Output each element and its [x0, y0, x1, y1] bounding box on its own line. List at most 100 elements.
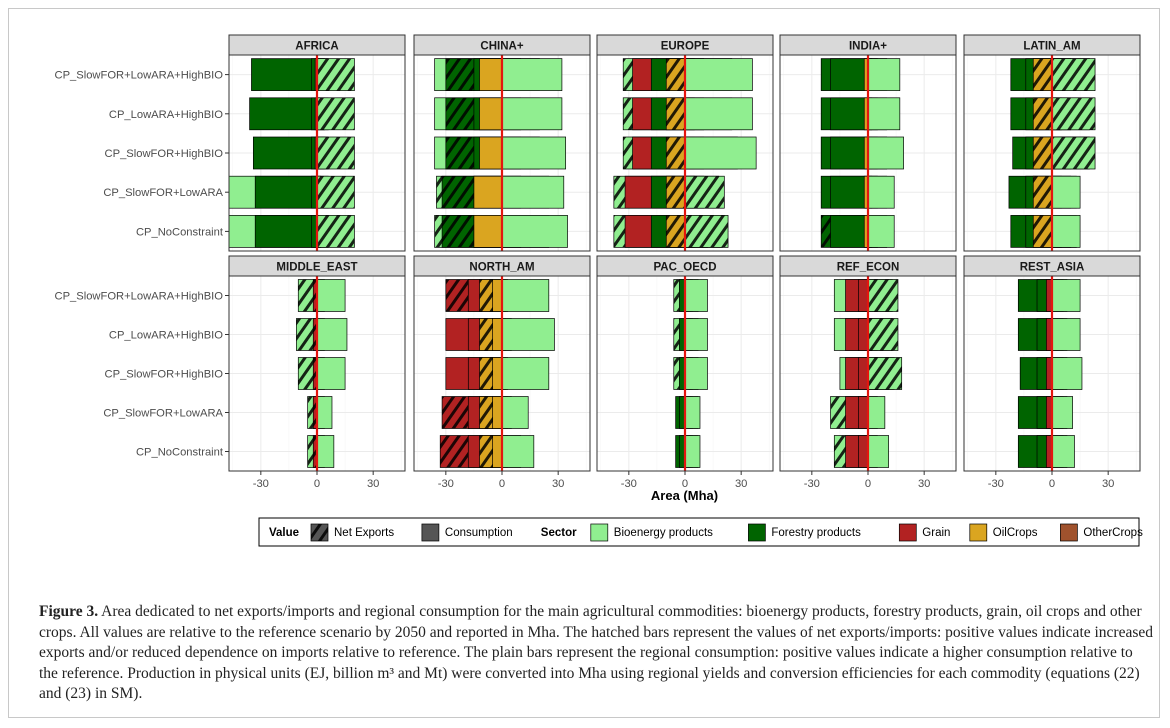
bar-segment-hatching — [1033, 215, 1052, 248]
panel-border — [596, 54, 774, 252]
x-tick-label: 0 — [865, 478, 871, 490]
figure-caption-text: Area dedicated to net exports/imports an… — [39, 603, 1154, 702]
bar-segment-bio-consumption — [501, 396, 529, 429]
bar-segment-bio-consumption — [684, 396, 701, 429]
bar-segment-hatching — [685, 176, 725, 209]
legend-key-oil — [969, 523, 988, 542]
bar-segment-bio-consumption — [1051, 175, 1081, 209]
bar-segment-oil-consumption — [473, 215, 503, 248]
bar-segment-hatching — [1052, 137, 1096, 169]
bar-segment-hatching — [317, 176, 355, 209]
panel-ref-econ: REF_ECON -30 0 30 — [779, 255, 957, 490]
bar-segment-hatching — [868, 279, 898, 312]
bar-segment-hatching — [1052, 58, 1096, 91]
bar-segment-bio-consumption — [501, 279, 550, 312]
x-tick-label: -30 — [253, 478, 269, 490]
bar-segment-oil-consumption — [479, 58, 503, 91]
bar-segment-bio-consumption — [867, 215, 895, 248]
legend-key-hatching — [311, 524, 328, 541]
bar-segment-bio-consumption — [501, 215, 568, 248]
x-tick-label: -30 — [804, 478, 820, 490]
bar-segment-bio-consumption — [684, 357, 708, 390]
bar-segment-bio-consumption — [867, 97, 901, 131]
bar-segment-bio-consumption — [867, 396, 886, 429]
x-tick-label: 30 — [735, 478, 747, 490]
bar-segment-hatching — [298, 279, 317, 312]
facet-label: EUROPE — [661, 41, 710, 53]
bar-segment-bio-consumption — [684, 318, 708, 351]
legend-label-forestry: Forestry products — [771, 527, 861, 539]
facet-label: NORTH_AM — [469, 262, 534, 274]
bar-segment-bio-consumption — [684, 97, 753, 131]
bar-segment-hatching — [666, 58, 685, 91]
bar-segment-forestry-consumption — [830, 97, 869, 131]
legend-label-net: Net Exports — [334, 527, 394, 539]
facet-label: LATIN_AM — [1023, 41, 1080, 53]
bar-segment-hatching — [307, 435, 317, 468]
x-tick-label: 0 — [1049, 478, 1055, 490]
bar-segment-hatching — [685, 215, 729, 248]
panel-border — [413, 54, 591, 252]
bar-segment-grain-consumption — [858, 435, 869, 468]
panel-north-am: NORTH_AM -30 0 30 — [413, 255, 591, 490]
bar-segment-grain-consumption — [858, 396, 869, 429]
bar-segment-bio-consumption — [501, 175, 565, 209]
bar-segment-bio-consumption — [316, 318, 348, 351]
bar-segment-hatching — [1033, 176, 1052, 209]
bar-segment-hatching — [868, 357, 902, 390]
bar-segment-hatching — [313, 279, 317, 312]
figure-label: Figure 3. — [39, 603, 99, 620]
legend-label-other: OtherCrops — [1083, 527, 1143, 539]
bar-segment-hatching — [313, 318, 317, 351]
bar-segment-hatching — [666, 215, 685, 248]
legend-key-forestry — [748, 523, 766, 542]
bar-segment-grain-consumption — [858, 357, 869, 390]
bar-segment-hatching — [1033, 97, 1052, 130]
facet-label: AFRICA — [295, 41, 338, 53]
bar-segment-forestry-consumption — [252, 136, 318, 170]
facet-label: INDIA+ — [849, 41, 887, 53]
bar-segment-forestry-consumption — [830, 215, 869, 248]
bar-segment-bio-consumption — [1051, 279, 1081, 312]
bar-segment-bio-consumption — [1051, 215, 1081, 248]
figure-frame: AFRICA CP_SlowFOR+LowARA+HighBIO CP_LowARA… — [8, 8, 1160, 718]
y-tick-label: CP_SlowFOR+HighBIO — [105, 369, 224, 381]
bar-segment-grain-consumption — [858, 279, 869, 312]
bar-segment-oil-consumption — [492, 396, 503, 429]
x-axis-title: Area (Mha) — [651, 488, 718, 503]
panel-border — [963, 54, 1141, 252]
panel-border — [779, 54, 957, 252]
bar-segment-hatching — [666, 97, 685, 130]
y-tick-label: CP_SlowFOR+HighBIO — [105, 148, 224, 160]
bar-segment-bio-consumption — [501, 318, 555, 351]
bar-segment-hatching — [296, 318, 317, 351]
bar-segment-bio-consumption — [684, 435, 701, 468]
bar-segment-grain-consumption — [858, 318, 869, 351]
bar-segment-bio-consumption — [501, 435, 535, 468]
bar-segment-forestry-consumption — [830, 58, 869, 91]
x-tick-label: 0 — [682, 478, 688, 490]
x-tick-label: 30 — [1102, 478, 1114, 490]
bar-segment-bio-consumption — [867, 58, 901, 91]
legend: Value Net Exports Consumption Sector Bioener… — [258, 517, 1143, 547]
panel-rest-asia: REST_ASIA -30 0 30 — [963, 255, 1141, 490]
bar-segment-forestry-consumption — [830, 175, 869, 209]
bar-segment-hatching — [666, 137, 685, 169]
bar-segment-hatching — [317, 58, 355, 91]
bar-segment-forestry-consumption — [254, 175, 318, 209]
y-tick-label: CP_SlowFOR+LowARA+HighBIO — [54, 291, 223, 303]
bar-segment-bio-consumption — [501, 136, 567, 170]
bar-segment-oil-consumption — [479, 97, 503, 131]
y-tick-label: CP_SlowFOR+LowARA — [103, 187, 223, 199]
facet-label: PAC_OECD — [653, 262, 716, 274]
x-tick-label: 30 — [918, 478, 930, 490]
x-tick-label: -30 — [621, 478, 637, 490]
bar-segment-hatching — [1052, 97, 1096, 130]
bar-segment-bio-consumption — [867, 175, 895, 209]
panel-india-: INDIA+ — [779, 34, 957, 252]
y-tick-label: CP_SlowFOR+LowARA — [103, 408, 223, 420]
bar-segment-bio-consumption — [1051, 318, 1081, 351]
bar-segment-hatching — [313, 435, 317, 468]
panel-latin-am: LATIN_AM — [963, 34, 1141, 252]
bar-segment-bio-consumption — [316, 279, 346, 312]
